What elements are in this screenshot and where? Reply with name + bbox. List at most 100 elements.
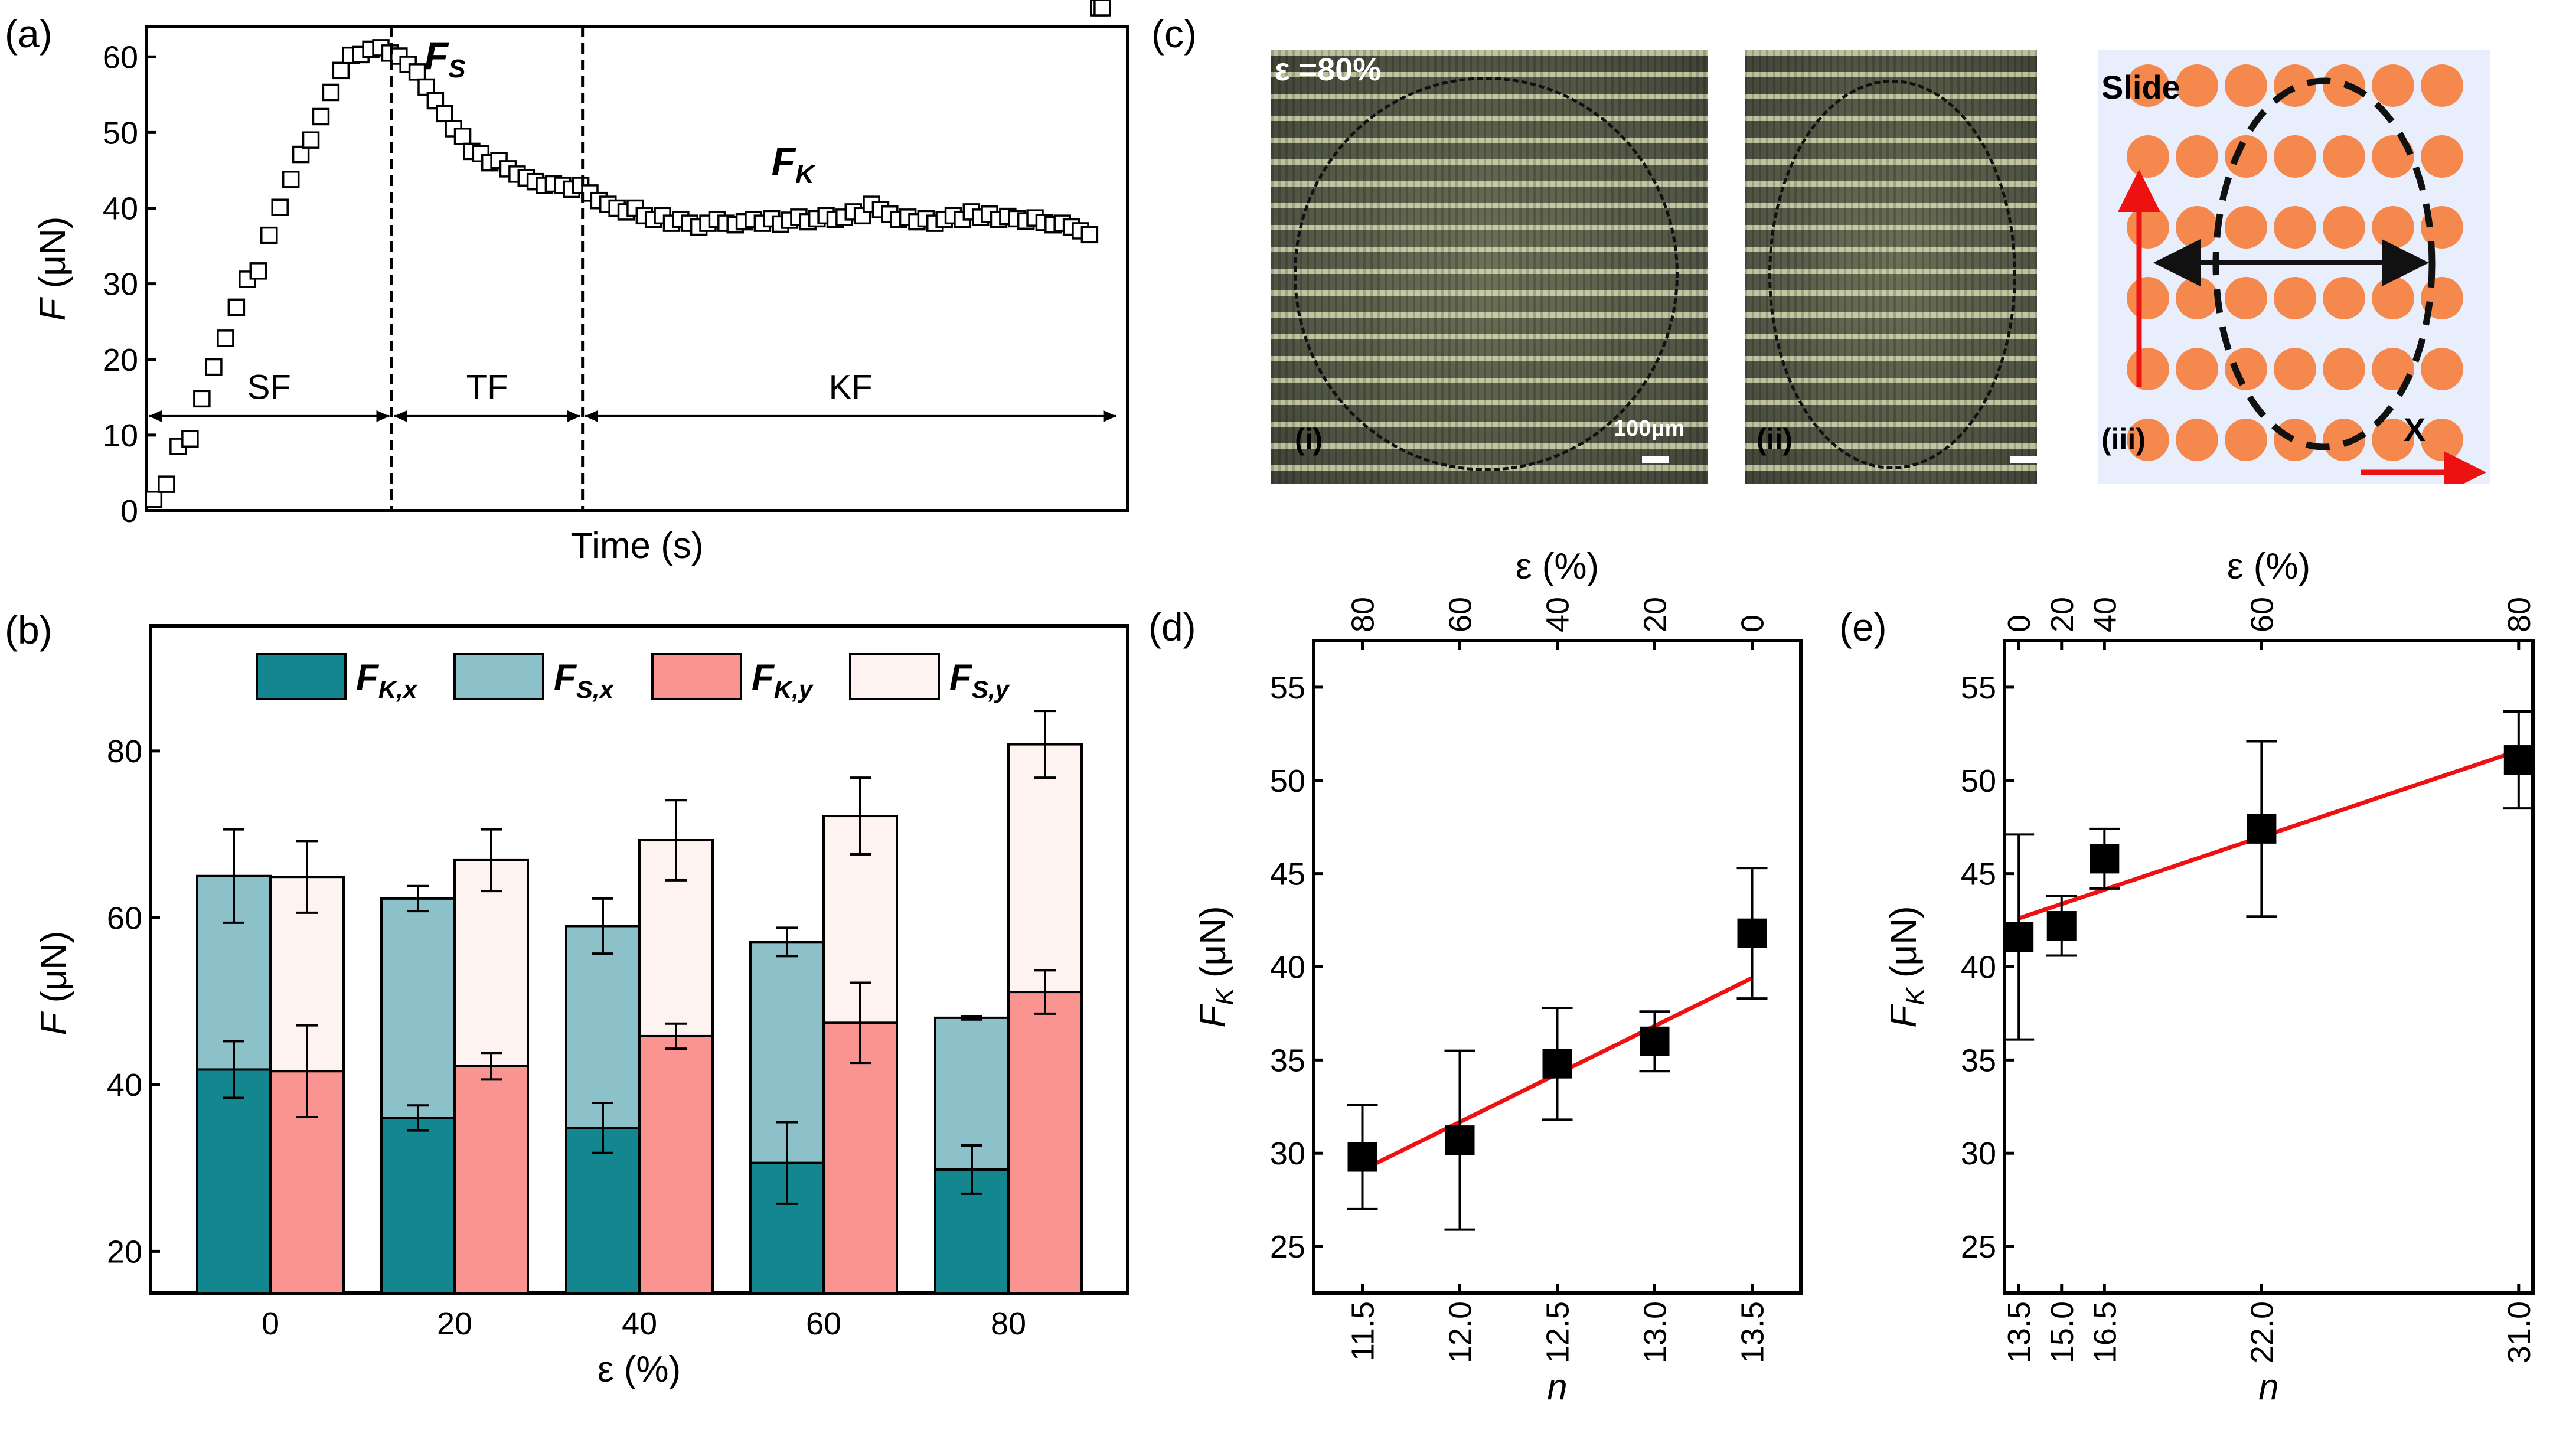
data-point	[853, 207, 871, 225]
pillar-dot	[2274, 348, 2316, 390]
x-tick-label: 40	[622, 1306, 657, 1341]
micrograph-i: ε =80% (i) 100μm	[1271, 50, 1708, 484]
data-point	[332, 61, 350, 80]
data-point	[1737, 918, 1767, 948]
pillar-dot	[2127, 277, 2169, 319]
y-tick-label: 10	[103, 418, 138, 453]
x-tick-label: 12.5	[1540, 1301, 1576, 1363]
x-axis-label: Time (s)	[571, 525, 704, 566]
data-point	[436, 105, 453, 123]
top-tick-label: 0	[2002, 615, 2037, 632]
plot-frame	[2003, 639, 2535, 1295]
pillar-dot	[2127, 419, 2169, 461]
y-axis-label: FK (μN)	[1883, 906, 1930, 1027]
contact-ellipse	[1768, 80, 2016, 469]
top-axis-label: ε (%)	[1516, 546, 1599, 587]
x-tick-label: 20	[437, 1306, 472, 1341]
data-point	[227, 298, 246, 316]
pillar-dot	[2176, 206, 2218, 249]
data-point	[312, 107, 330, 126]
data-point	[2247, 814, 2277, 844]
panel-label-e: (e)	[1839, 605, 1887, 649]
data-point	[217, 329, 234, 347]
y-axis-label: F (μN)	[32, 217, 73, 321]
pillar-dot	[2127, 135, 2169, 178]
y-tick-label: 0	[120, 494, 138, 529]
data-point	[1542, 1049, 1572, 1079]
pillar-dot	[2274, 206, 2316, 249]
pillar-dot	[2176, 419, 2218, 461]
scale-label: 100μm	[1614, 416, 1685, 441]
pillar-dot	[2323, 64, 2365, 107]
y-tick-label: 30	[1270, 1136, 1305, 1171]
data-point	[453, 128, 472, 145]
cartoon-iii: Slide X (iii)	[2098, 50, 2490, 484]
data-point	[1445, 1125, 1475, 1155]
pillar-dot	[2421, 64, 2463, 107]
top-tick-label: 80	[1346, 597, 1381, 632]
panel-label-c: (c)	[1151, 12, 1197, 56]
top-tick-label: 20	[1638, 597, 1673, 632]
pillar-dot	[2127, 64, 2169, 107]
data-point	[2090, 844, 2120, 874]
data-point	[426, 92, 445, 110]
panel-label-a: (a)	[5, 12, 53, 56]
x-tick-label: 80	[991, 1306, 1026, 1341]
data-point	[1640, 1026, 1670, 1056]
legend-label: FS,x	[554, 657, 615, 703]
panel-label-d: (d)	[1148, 605, 1196, 649]
pillar-dot	[2372, 277, 2414, 319]
top-tick-label: 60	[1443, 597, 1478, 632]
bar-fkx	[196, 1068, 272, 1294]
y-tick-label: 50	[1961, 763, 1996, 799]
y-tick-label: 40	[103, 191, 138, 227]
data-point	[158, 475, 175, 493]
data-point	[271, 198, 289, 216]
pillar-dot	[2323, 348, 2365, 390]
data-point	[1347, 1142, 1377, 1172]
x-tick-label: 11.5	[1346, 1301, 1381, 1361]
y-tick-label: 35	[1270, 1043, 1305, 1078]
bar-fky	[638, 1034, 714, 1294]
chart-a: 0 10 20 30 40 50 60 SF TF KF FS FK Time (s) F (μN)	[32, 0, 1129, 566]
y-tick-label: 55	[1270, 670, 1305, 706]
y-tick-label: 60	[107, 900, 142, 936]
x-label: X	[2404, 411, 2426, 448]
data-point	[205, 358, 223, 376]
data-point	[508, 165, 526, 183]
bar-fkx	[565, 1127, 641, 1294]
pillar-dot	[2421, 419, 2463, 461]
y-tick-label: 60	[103, 40, 138, 75]
data-point	[260, 226, 278, 244]
region-label: SF	[247, 368, 291, 406]
x-axis-label: n	[1547, 1367, 1567, 1408]
top-tick-label: 40	[1540, 597, 1576, 632]
region-label: KF	[829, 368, 873, 406]
y-axis-label: FK (μN)	[1193, 906, 1239, 1027]
x-axis-label: n	[2258, 1367, 2278, 1408]
data-point	[408, 63, 426, 81]
pillar-dot	[2225, 135, 2267, 178]
pillar-dot	[2225, 419, 2267, 461]
y-tick-label: 80	[107, 734, 142, 769]
data-point	[1093, 0, 1111, 17]
scale-bar	[2010, 456, 2037, 463]
data-point	[302, 131, 320, 149]
pillar-dot	[2225, 206, 2267, 249]
y-tick-label: 40	[1961, 950, 1996, 985]
bar-fky	[453, 1065, 529, 1295]
y-tick-label: 50	[103, 115, 138, 151]
plot-frame	[1312, 639, 1803, 1295]
top-tick-label: 40	[2087, 597, 2123, 632]
region-arrow-head	[585, 410, 598, 422]
bar-fky	[1007, 991, 1083, 1295]
cartoon-label-iii: (iii)	[2101, 423, 2146, 456]
pillar-dot	[2274, 277, 2316, 319]
data-point	[1080, 226, 1099, 244]
region-arrow-head	[376, 410, 390, 422]
data-point	[526, 172, 544, 191]
micrograph-ii: (ii)	[1745, 50, 2037, 484]
bar-fkx	[380, 1117, 456, 1294]
y-tick-label: 30	[1961, 1136, 1996, 1171]
y-tick-label: 40	[107, 1067, 142, 1103]
